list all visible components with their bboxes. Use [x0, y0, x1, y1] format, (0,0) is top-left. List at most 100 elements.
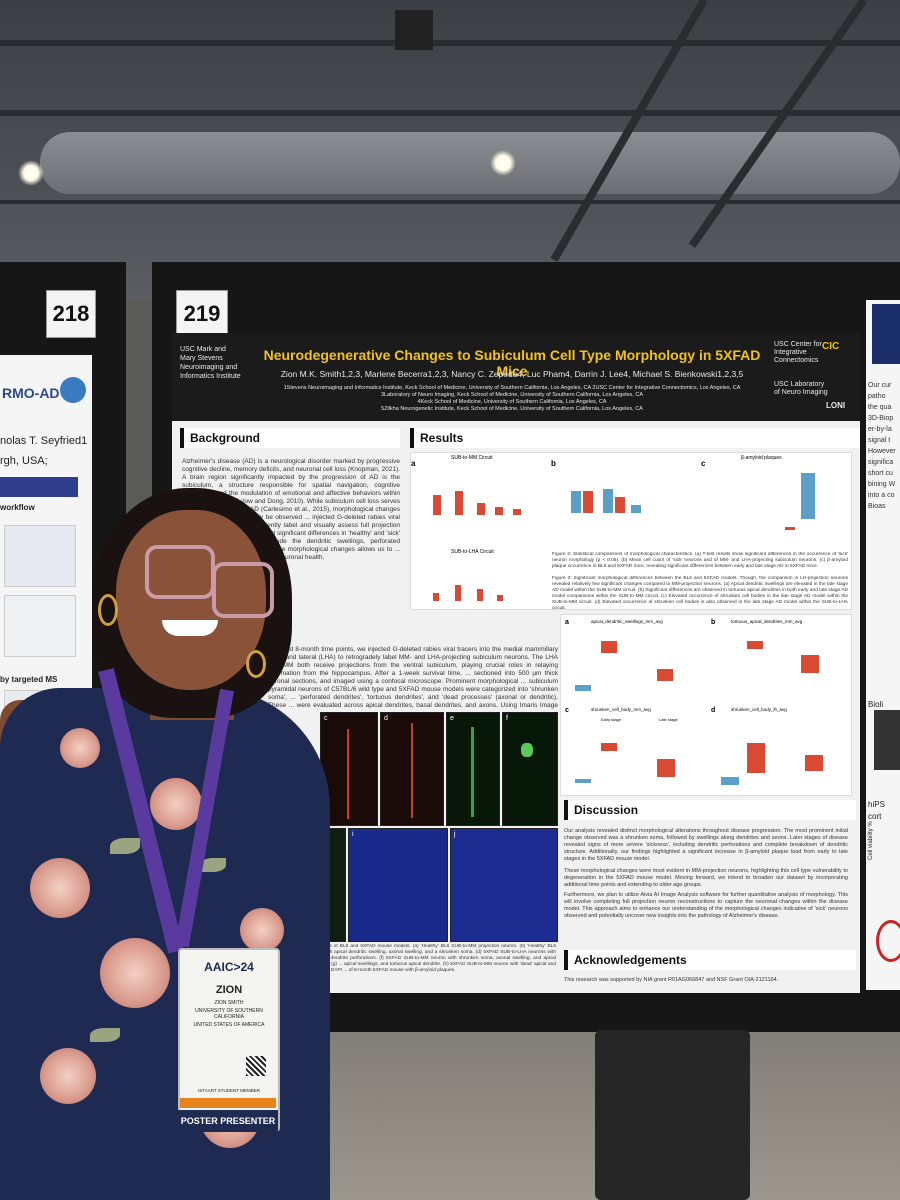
logo-usc-cic: USC Center for Integrative Connectomics [774, 341, 822, 364]
right-poster-logo [872, 304, 900, 364]
right-poster-line: significa [868, 459, 894, 466]
box-plot [721, 777, 739, 785]
left-poster-author: nolas T. Seyfried1 [0, 435, 88, 447]
micrograph-e: e [446, 712, 500, 826]
chart-bar [477, 589, 483, 601]
box-plot [747, 641, 763, 649]
figure-3-panel: a apical_dendritic_swellings_mm_avg b to… [560, 614, 852, 796]
box-chart-title: shrunken_cell_body_mm_avg [591, 707, 651, 712]
discussion-heading: Discussion [564, 800, 856, 820]
chart-bar [603, 489, 613, 513]
ceiling-truss [0, 200, 900, 204]
dress-flower [30, 858, 90, 918]
right-poster-line: hiPS [868, 800, 885, 809]
badge-name: ZION [215, 984, 243, 996]
earring-left [98, 594, 118, 626]
badge-stripe [180, 1098, 276, 1108]
dress-flower [40, 1048, 96, 1104]
panel-label: a [411, 459, 416, 468]
chart-title: SUB-to-LHA Circuit [451, 549, 494, 555]
chart-bar [631, 505, 641, 513]
late-stage-label: Late stage [659, 717, 678, 722]
panel-label: d [711, 707, 716, 714]
left-poster-figure [4, 525, 76, 587]
panel-label: b [711, 619, 716, 626]
right-poster-line: cort [868, 812, 882, 821]
early-stage-label: Early stage [601, 717, 622, 722]
left-poster-workflow: workflow [0, 503, 35, 512]
dress-flower [60, 728, 100, 768]
figure-3-caption: Figure 3: Significant morphological diff… [552, 576, 848, 611]
ceiling-truss [0, 40, 900, 46]
qr-code-icon [246, 1056, 266, 1076]
chart-bar [513, 509, 521, 515]
panel-label: c [701, 459, 706, 468]
left-poster-figure [4, 595, 76, 657]
ceiling-light [490, 150, 516, 176]
right-poster-image [874, 710, 900, 770]
dress-leaf [110, 838, 140, 854]
affiliation-line: 5Zilkha Neurogenetic Institute, Keck Sch… [381, 406, 643, 412]
micrograph-label: e [450, 715, 454, 722]
micrograph-f: f [502, 712, 558, 826]
right-poster-line: Bioas [868, 503, 886, 510]
right-poster-line: patho [868, 393, 886, 400]
results-heading: Results [410, 428, 860, 448]
poster-affiliations: 1Stevens Neuroimaging and Informatics In… [262, 385, 762, 413]
figure-1-caption: Subiculum neurons of BL6 and 5XFAD mouse… [290, 944, 556, 973]
right-poster-line: However [868, 448, 896, 455]
logo-usc-loni: USC Laboratory of Neuro Imaging [774, 381, 828, 396]
box-plot [801, 655, 819, 673]
right-poster-line: signal t [868, 437, 891, 444]
right-poster: Our cur patho the qua 3D-Biop er-by-la s… [866, 300, 900, 990]
right-poster-line: 3D-Biop [868, 415, 894, 422]
logo-usc-stevens: USC Mark and Mary Stevens Neuroimaging a… [180, 346, 241, 380]
right-poster-line: short cu [868, 470, 893, 477]
micrograph-label: f [506, 715, 508, 722]
logo-cic: CIC [822, 341, 840, 352]
micrograph-j: j [450, 828, 558, 942]
right-poster-line: Our cur [868, 382, 892, 389]
box-plot [575, 685, 591, 691]
smile [162, 620, 218, 636]
right-poster-text: Our cur patho the qua 3D-Biop er-by-la s… [868, 380, 900, 512]
figure-2-panel: a SUB-to-MM Circuit SUB-to-LHA Circuit b… [410, 452, 852, 610]
badge-country: UNITED STATES OF AMERICA [193, 1022, 265, 1028]
ceiling-beam [688, 0, 868, 249]
background-person-legs [595, 1030, 750, 1200]
ceiling-light [18, 160, 44, 186]
left-poster-place: rgh, USA; [0, 455, 48, 467]
right-poster-line: Bioli [868, 700, 884, 709]
micrograph-d: d [380, 712, 444, 826]
panel-label: a [565, 619, 569, 626]
chart-bar [583, 491, 593, 513]
box-plot [575, 779, 591, 783]
chart-title: β-amyloid plaques [741, 455, 782, 461]
discussion-text: Our analysis revealed distinct morpholog… [564, 828, 848, 862]
board-number-218: 218 [46, 290, 96, 338]
right-poster-line: the qua [868, 404, 892, 411]
box-chart-title: shrunken_cell_body_lh_avg [731, 707, 787, 712]
micrograph-label: c [324, 715, 328, 722]
box-plot [601, 641, 617, 653]
left-poster-band [0, 477, 78, 497]
panel-label: b [551, 459, 556, 468]
right-poster-line: into a co [868, 492, 895, 499]
discussion-text-2: These morphological changes were most ev… [564, 868, 848, 888]
left-poster-logo [60, 377, 86, 403]
chart-bar [495, 507, 503, 515]
dress-leaf [90, 1028, 120, 1042]
box-plot [657, 759, 675, 777]
right-poster-line: bining W [868, 481, 896, 488]
box-plot [747, 743, 765, 773]
box-chart-title: tortuous_apical_dendrites_mm_avg [731, 619, 803, 624]
box-plot [601, 743, 617, 751]
logo-loni: LONI [826, 401, 846, 410]
micrograph-label: d [384, 715, 388, 722]
micrograph-label: i [352, 831, 354, 838]
chart-bar [455, 491, 463, 515]
person-face [116, 510, 266, 690]
chart-bar [455, 585, 461, 601]
background-heading: Background [180, 428, 400, 448]
box-plot [805, 755, 823, 771]
